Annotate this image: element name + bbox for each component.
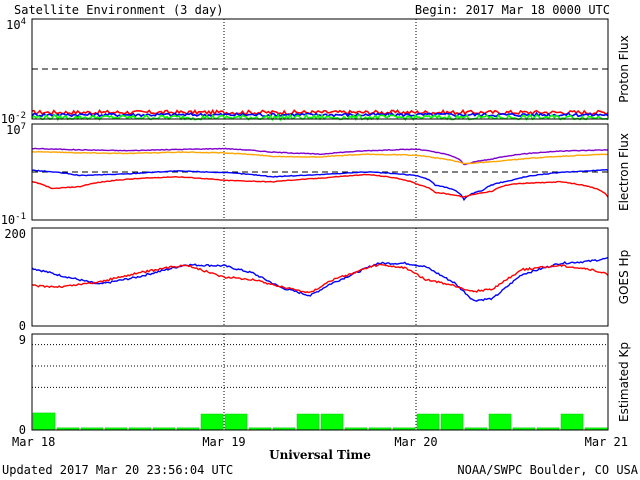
y-tick-label: 0 <box>19 319 26 333</box>
kp-bar <box>320 413 344 431</box>
electron-series-orange <box>31 150 609 165</box>
panel-4: 0 9 Estimated Kp <box>19 333 631 437</box>
proton-series-blue <box>31 111 609 118</box>
y-tick-top: 107 <box>6 122 26 137</box>
y-tick-top-exponent: 7 <box>21 122 26 132</box>
x-axis-ticks: Mar 18 Mar 19 Mar 20 Mar 21 <box>12 435 628 449</box>
kp-bar <box>560 413 584 431</box>
y-tick-bottom-exponent: -2 <box>15 111 26 121</box>
begin-time: Begin: 2017 Mar 18 0000 UTC <box>415 3 610 17</box>
electron-series-blue <box>31 168 609 202</box>
y-tick-bottom: 10-1 <box>1 212 26 227</box>
kp-bar <box>488 413 512 431</box>
x-axis-label: Universal Time <box>269 448 371 462</box>
y-tick-label: 200 <box>4 227 26 241</box>
x-tick-label: Mar 20 <box>394 435 437 449</box>
kp-bar <box>200 413 224 431</box>
panel-frame <box>31 333 609 431</box>
x-tick-label: Mar 21 <box>585 435 628 449</box>
panel-2: 107 10-1 Electron Flux <box>1 122 631 227</box>
updated-time: Updated 2017 Mar 20 23:56:04 UTC <box>2 463 233 477</box>
electron-series-red <box>31 173 609 198</box>
y-tick-top: 104 <box>6 17 26 32</box>
y-axis-label: Estimated Kp <box>617 342 631 422</box>
kp-bar <box>32 412 56 431</box>
y-tick-label: 0 <box>19 423 26 437</box>
chart-title: Satellite Environment (3 day) <box>14 3 224 17</box>
proton-series-red <box>31 108 609 116</box>
panel-frame <box>31 123 609 221</box>
kp-bar <box>416 413 440 431</box>
kp-bar <box>440 413 464 431</box>
panel-frame <box>31 18 609 120</box>
panel-frame <box>31 227 609 327</box>
y-tick-label: 9 <box>19 333 26 347</box>
hp-series-blue <box>31 256 609 302</box>
x-tick-label: Mar 19 <box>202 435 245 449</box>
credit-text: NOAA/SWPC Boulder, CO USA <box>457 463 638 477</box>
x-tick-label: Mar 18 <box>12 435 55 449</box>
kp-bar <box>224 413 248 431</box>
y-tick-bottom-exponent: -1 <box>15 212 26 222</box>
panel-3: 0 200 GOES Hp <box>4 227 631 333</box>
y-axis-label: GOES Hp <box>617 250 631 304</box>
hp-series-red <box>32 263 609 294</box>
y-tick-top-exponent: 4 <box>21 17 26 27</box>
y-axis-label: Proton Flux <box>617 35 631 102</box>
y-axis-label: Electron Flux <box>617 133 631 211</box>
kp-bar <box>296 413 320 431</box>
electron-series-purple <box>31 147 609 166</box>
